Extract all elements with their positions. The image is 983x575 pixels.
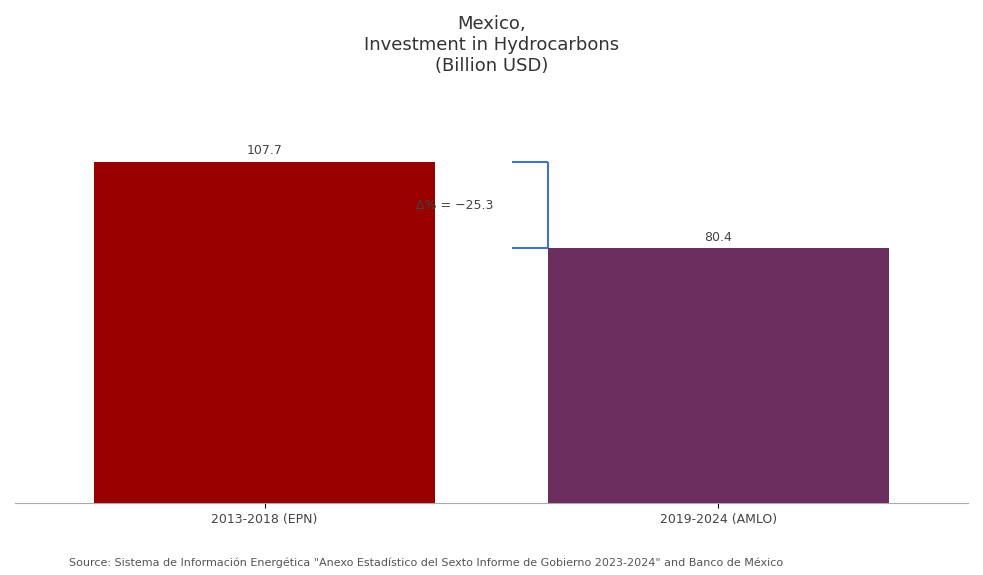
Text: Source: Sistema de Información Energética "Anexo Estadístico del Sexto Informe d: Source: Sistema de Información Energétic… (69, 558, 782, 568)
Bar (549, 248, 889, 503)
Bar (94, 162, 434, 503)
Text: Δ% = −25.3: Δ% = −25.3 (417, 199, 493, 212)
Title: Mexico,
Investment in Hydrocarbons
(Billion USD): Mexico, Investment in Hydrocarbons (Bill… (364, 15, 619, 75)
Text: 107.7: 107.7 (247, 144, 282, 157)
Text: 80.4: 80.4 (705, 231, 732, 244)
